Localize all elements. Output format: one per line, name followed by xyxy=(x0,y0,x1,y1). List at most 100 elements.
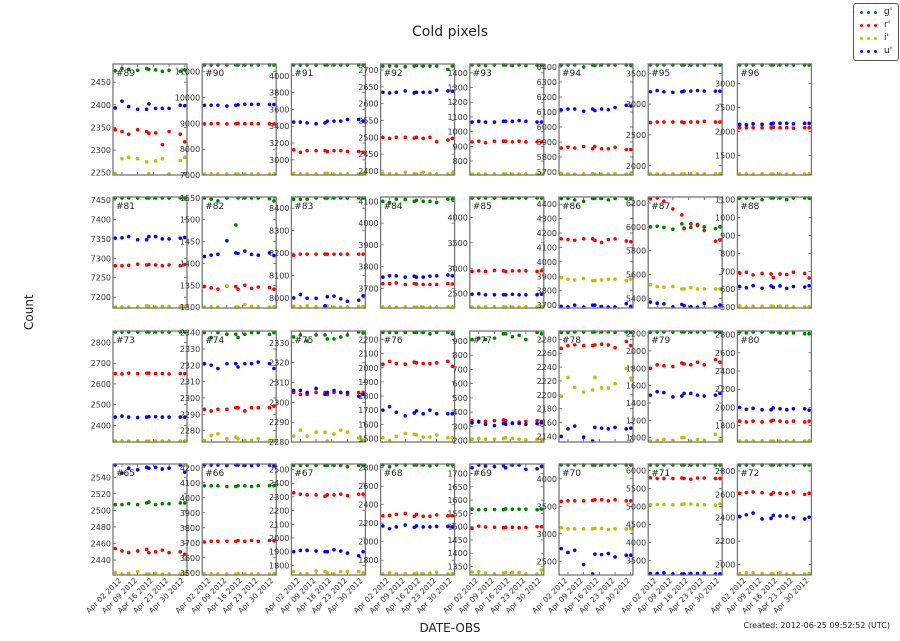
data-point-u xyxy=(613,105,617,110)
data-point-r xyxy=(216,407,220,412)
panel-79: 1000 1200 1400 1600 1800 2000 2200 #79 xyxy=(626,330,723,443)
data-point-i xyxy=(298,428,303,432)
y-tick-label: 2500 xyxy=(269,465,289,474)
data-point-r xyxy=(760,420,764,424)
data-point-i xyxy=(751,304,755,309)
y-tick-label: 2100 xyxy=(358,350,378,359)
data-point-r xyxy=(272,538,276,543)
panel-83: 8000 8100 8200 8300 8400 #83 xyxy=(269,196,367,309)
data-point-i xyxy=(682,502,686,506)
data-point-r xyxy=(807,125,811,130)
panel-84: 3700 3800 3900 4000 4100 #84 xyxy=(358,196,456,309)
data-point-r xyxy=(682,362,686,366)
data-point-u xyxy=(167,106,171,111)
data-point-r xyxy=(613,497,617,502)
data-point-g xyxy=(403,64,408,69)
data-point-r xyxy=(216,539,220,544)
y-tick-label: 4100 xyxy=(358,197,378,206)
panel-88: 500 600 700 800 900 1000 1100 #88 xyxy=(715,196,813,312)
data-point-r xyxy=(566,499,570,503)
panel-id-label: #84 xyxy=(384,202,403,212)
y-tick-label: 7350 xyxy=(91,235,111,244)
y-tick-label: 800 xyxy=(453,351,468,360)
data-point-u xyxy=(446,524,450,529)
data-point-u xyxy=(470,465,474,470)
data-point-r xyxy=(314,148,318,153)
data-point-r xyxy=(332,148,336,153)
data-point-r xyxy=(593,343,597,347)
data-point-r xyxy=(147,550,151,555)
data-point-u xyxy=(671,90,675,95)
data-point-u xyxy=(713,393,718,397)
data-point-u xyxy=(802,121,807,126)
data-point-r xyxy=(428,514,432,519)
data-point-u xyxy=(760,286,764,291)
data-point-g xyxy=(784,197,789,202)
y-tick-label: 2500 xyxy=(626,131,646,140)
data-point-i xyxy=(689,285,693,290)
data-point-i xyxy=(628,277,633,281)
data-point-r xyxy=(394,135,399,140)
data-point-u xyxy=(628,553,633,558)
data-point-r xyxy=(510,525,515,530)
y-tick-label: 1400 xyxy=(447,549,467,558)
y-tick-label: 500 xyxy=(453,394,468,403)
data-point-g xyxy=(381,199,385,204)
data-point-r xyxy=(791,490,796,494)
y-tick-label: 2300 xyxy=(269,493,289,502)
y-tick-label: 2200 xyxy=(715,385,735,394)
data-point-u xyxy=(751,283,755,288)
data-point-u xyxy=(120,99,124,103)
data-point-u xyxy=(428,90,432,95)
data-point-g xyxy=(225,484,229,489)
y-tick-label: 2700 xyxy=(91,359,111,368)
y-tick-label: 3600 xyxy=(180,554,200,563)
data-point-g xyxy=(535,507,539,512)
data-point-r xyxy=(414,135,419,140)
data-point-g xyxy=(539,332,544,336)
data-point-r xyxy=(272,122,276,126)
data-point-i xyxy=(291,304,296,309)
data-point-r xyxy=(802,271,807,276)
panel-frame xyxy=(201,330,277,443)
data-point-r xyxy=(470,526,474,531)
data-point-u xyxy=(113,236,118,240)
panel-id-label: #83 xyxy=(294,202,313,212)
y-tick-label: 2000 xyxy=(626,347,646,356)
panel-id-label: #78 xyxy=(562,336,581,346)
data-point-r xyxy=(356,149,361,154)
data-point-r xyxy=(387,281,392,286)
y-tick-label: 2700 xyxy=(358,66,378,75)
data-point-r xyxy=(209,539,213,544)
data-point-u xyxy=(332,119,336,123)
data-point-r xyxy=(784,491,789,496)
y-tick-label: 2320 xyxy=(180,361,200,370)
data-point-g xyxy=(167,501,171,506)
data-point-r xyxy=(249,538,254,543)
data-point-i xyxy=(323,430,327,434)
panel-id-label: #73 xyxy=(116,336,135,346)
data-point-i xyxy=(778,304,782,309)
data-point-u xyxy=(147,234,151,239)
data-point-r xyxy=(671,364,675,369)
data-point-i xyxy=(291,434,296,438)
panel-77: 200 300 400 500 600 700 800 900 #77 xyxy=(453,330,545,446)
y-tick-label: 1900 xyxy=(358,378,378,387)
data-point-u xyxy=(394,273,399,278)
data-point-r xyxy=(256,285,261,289)
data-point-r xyxy=(182,552,187,557)
data-point-r xyxy=(613,145,617,150)
data-point-u xyxy=(414,524,419,528)
data-point-u xyxy=(153,234,158,239)
data-point-u xyxy=(784,286,789,291)
y-tick-label: 2310 xyxy=(269,379,289,388)
data-point-u xyxy=(202,254,207,259)
data-point-r xyxy=(298,150,303,155)
data-point-u xyxy=(624,427,629,431)
data-point-r xyxy=(314,252,318,256)
data-point-g xyxy=(249,330,254,335)
data-point-i xyxy=(272,438,276,443)
y-tick-label: 6200 xyxy=(626,199,646,208)
y-tick-label: 1700 xyxy=(447,470,467,479)
data-point-i xyxy=(325,571,330,575)
